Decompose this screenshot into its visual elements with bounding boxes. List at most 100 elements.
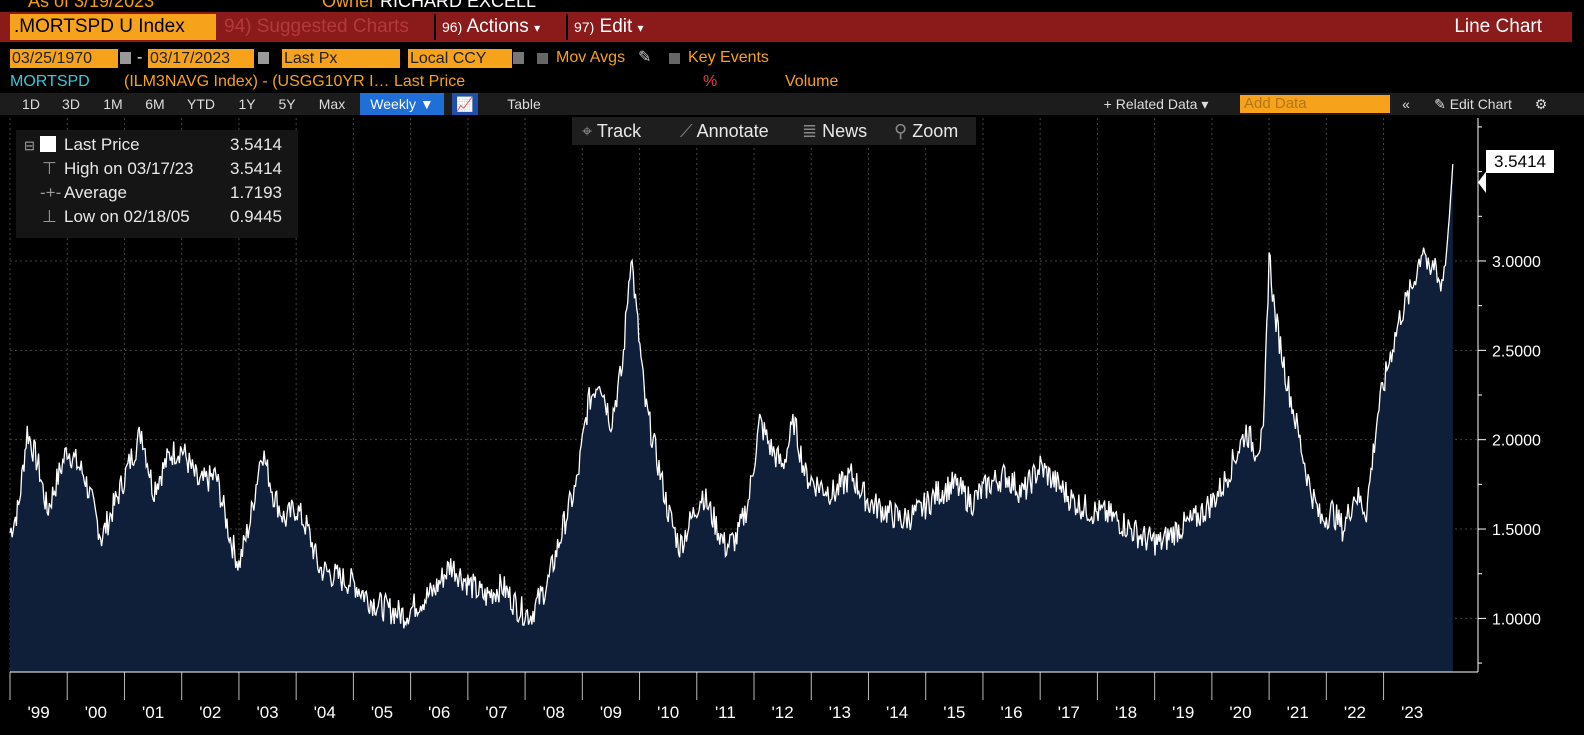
- y-tick-label: 2.0000: [1492, 433, 1541, 450]
- x-tick-label: '23: [1401, 703, 1423, 722]
- track-tool[interactable]: ⌖ Track: [582, 121, 642, 141]
- key-events-checkbox[interactable]: [669, 53, 680, 64]
- chart-tool-bar: [572, 117, 976, 145]
- x-tick-label: '18: [1115, 703, 1137, 722]
- legend-panel: [16, 130, 298, 238]
- x-tick-label: '00: [85, 703, 107, 722]
- start-date-field[interactable]: 03/25/1970: [10, 49, 118, 68]
- suggested-charts-button[interactable]: 94) Suggested Charts: [224, 16, 409, 37]
- legend-high-label: High on 03/17/23: [64, 159, 194, 178]
- y-tick-label: 2.5000: [1492, 343, 1541, 360]
- x-tick-label: '19: [1172, 703, 1194, 722]
- last-value-tag: 3.5414: [1486, 150, 1554, 173]
- actions-button[interactable]: 96) Actions ▾: [434, 14, 566, 40]
- legend-avg-label: Average: [64, 183, 128, 202]
- x-tick-label: '11: [715, 703, 736, 722]
- owner-label: Owner RICHARD EXCELL: [322, 0, 536, 12]
- chart-type-label: Line Chart: [1454, 16, 1542, 37]
- zoom-tool[interactable]: ⚲ Zoom: [894, 121, 959, 141]
- average-marker-icon: -+-: [40, 183, 62, 202]
- collapse-icon[interactable]: «: [1402, 96, 1410, 112]
- annotate-icon: ⟋: [680, 121, 693, 141]
- tf-1m[interactable]: 1M: [103, 96, 123, 112]
- percent-label: %: [703, 73, 718, 90]
- x-tick-label: '20: [1229, 703, 1251, 722]
- gear-icon[interactable]: ⚙: [1534, 96, 1548, 112]
- chevron-down-icon: ▾: [637, 21, 644, 35]
- edit-chart-button[interactable]: ✎ Edit Chart: [1434, 96, 1512, 112]
- magnifier-icon: ⚲: [894, 121, 908, 141]
- x-tick-label: '10: [657, 703, 679, 722]
- last-value-pointer: [1478, 171, 1486, 194]
- x-tick-label: '12: [772, 703, 794, 722]
- y-tick-label: 3.0000: [1492, 254, 1541, 271]
- tf-1d[interactable]: 1D: [22, 96, 40, 112]
- x-tick-label: '16: [1000, 703, 1022, 722]
- add-data-input[interactable]: Add Data: [1240, 95, 1390, 113]
- tf-ytd[interactable]: YTD: [187, 96, 215, 112]
- volume-label: Volume: [785, 73, 839, 90]
- header-bar: [0, 12, 1572, 42]
- edit-button[interactable]: 97) Edit ▾: [566, 14, 664, 40]
- tf-6m[interactable]: 6M: [145, 96, 165, 112]
- mov-avgs-checkbox[interactable]: [537, 53, 548, 64]
- ticker-field[interactable]: .MORTSPD U Index: [10, 14, 216, 40]
- x-tick-label: '06: [428, 703, 450, 722]
- calendar-icon[interactable]: [120, 52, 131, 64]
- mov-avgs-label[interactable]: Mov Avgs: [556, 49, 626, 66]
- series-area: [10, 164, 1453, 672]
- table-button[interactable]: Table: [507, 96, 541, 112]
- chevron-down-icon: ▾: [534, 21, 541, 35]
- crosshair-icon: ⌖: [582, 121, 593, 141]
- x-tick-label: '17: [1058, 703, 1080, 722]
- legend-swatch: [40, 136, 56, 152]
- x-tick-label: '99: [28, 703, 50, 722]
- x-tick-label: '13: [829, 703, 851, 722]
- legend-last-value: 3.5414: [230, 135, 282, 154]
- y-tick-label: 1.0000: [1492, 611, 1541, 628]
- currency-select[interactable]: Local CCY: [408, 49, 512, 68]
- dropdown-arrow-icon[interactable]: [513, 52, 524, 64]
- legend-last-label: Last Price: [64, 135, 140, 154]
- owner-name: RICHARD EXCELL: [380, 0, 537, 11]
- tf-5y[interactable]: 5Y: [278, 96, 296, 112]
- x-tick-label: '05: [371, 703, 393, 722]
- security-formula: (ILM3NAVG Index) - (USGG10YR I… Last Pri…: [124, 73, 466, 90]
- high-marker-icon: ⊤: [42, 159, 57, 178]
- x-tick-label: '22: [1344, 703, 1366, 722]
- x-tick-label: '04: [314, 703, 336, 722]
- related-data-button[interactable]: + Related Data ▾: [1103, 96, 1209, 112]
- legend-low-value: 0.9445: [230, 207, 282, 226]
- low-marker-icon: ⊥: [42, 207, 57, 226]
- news-tool[interactable]: ≣ News: [802, 121, 868, 141]
- x-tick-label: '14: [886, 703, 908, 722]
- top-info-line: As of 3/19/2023 Owner RICHARD EXCELL: [0, 0, 1584, 12]
- series-line: [9, 164, 1454, 629]
- collapse-legend-icon[interactable]: ⊟: [24, 138, 35, 153]
- legend-high-value: 3.5414: [230, 159, 282, 178]
- x-tick-label: '21: [1287, 703, 1309, 722]
- end-date-field[interactable]: 03/17/2023: [148, 49, 254, 68]
- x-tick-label: '08: [543, 703, 565, 722]
- pencil-icon: ✎: [1434, 96, 1446, 112]
- date-range-separator: -: [137, 49, 143, 66]
- pencil-icon[interactable]: ✎: [638, 49, 652, 66]
- tf-max[interactable]: Max: [318, 96, 346, 112]
- tf-3d[interactable]: 3D: [62, 96, 80, 112]
- as-of-date: As of 3/19/2023: [28, 0, 155, 11]
- key-events-label[interactable]: Key Events: [688, 49, 769, 66]
- news-icon: ≣: [802, 121, 818, 141]
- legend-avg-value: 1.7193: [230, 183, 282, 202]
- field-select[interactable]: Last Px: [282, 49, 400, 68]
- x-tick-label: '15: [943, 703, 965, 722]
- tf-1y[interactable]: 1Y: [238, 96, 256, 112]
- x-tick-label: '01: [142, 703, 164, 722]
- calendar-icon[interactable]: [258, 52, 269, 64]
- annotate-tool[interactable]: ⟋ Annotate: [680, 121, 769, 141]
- security-name: MORTSPD: [10, 73, 90, 90]
- periodicity-select[interactable]: Weekly ▼: [360, 93, 444, 115]
- x-tick-label: '09: [600, 703, 622, 722]
- line-chart-icon[interactable]: 📈: [452, 93, 478, 115]
- legend-low-label: Low on 02/18/05: [64, 207, 190, 226]
